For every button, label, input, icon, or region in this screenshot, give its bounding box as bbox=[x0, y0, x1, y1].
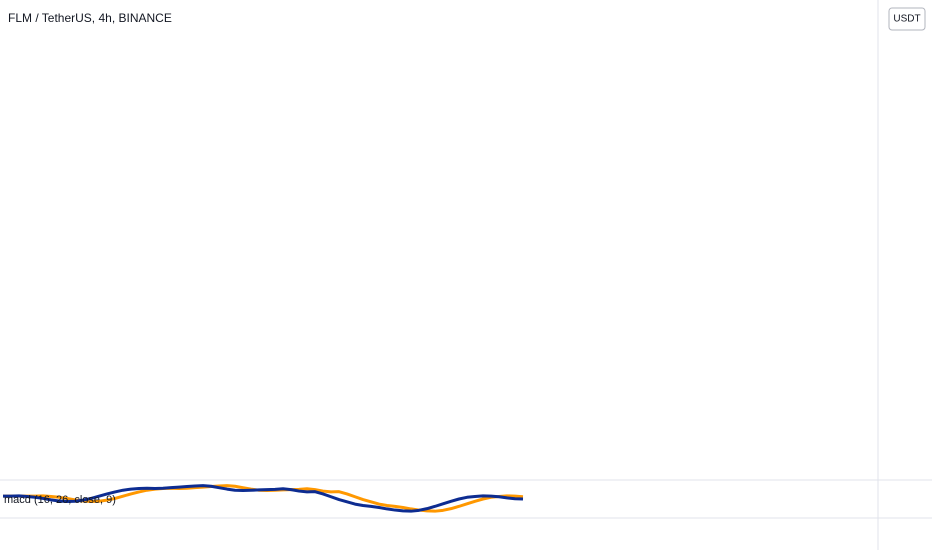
chart-title: FLM / TetherUS, 4h, BINANCE bbox=[8, 11, 172, 25]
macd-label: macd (16, 26, close, 9) bbox=[4, 494, 116, 506]
currency-button[interactable] bbox=[888, 7, 926, 31]
macd-line bbox=[3, 484, 524, 513]
plot bbox=[3, 484, 524, 513]
currency-label[interactable]: USDT bbox=[893, 14, 920, 25]
